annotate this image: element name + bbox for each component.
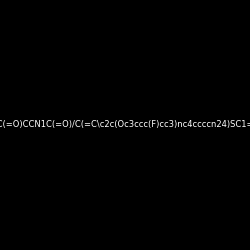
Text: OC(=O)CCN1C(=O)/C(=C\c2c(Oc3ccc(F)cc3)nc4ccccn24)SC1=S: OC(=O)CCN1C(=O)/C(=C\c2c(Oc3ccc(F)cc3)nc… [0,120,250,130]
